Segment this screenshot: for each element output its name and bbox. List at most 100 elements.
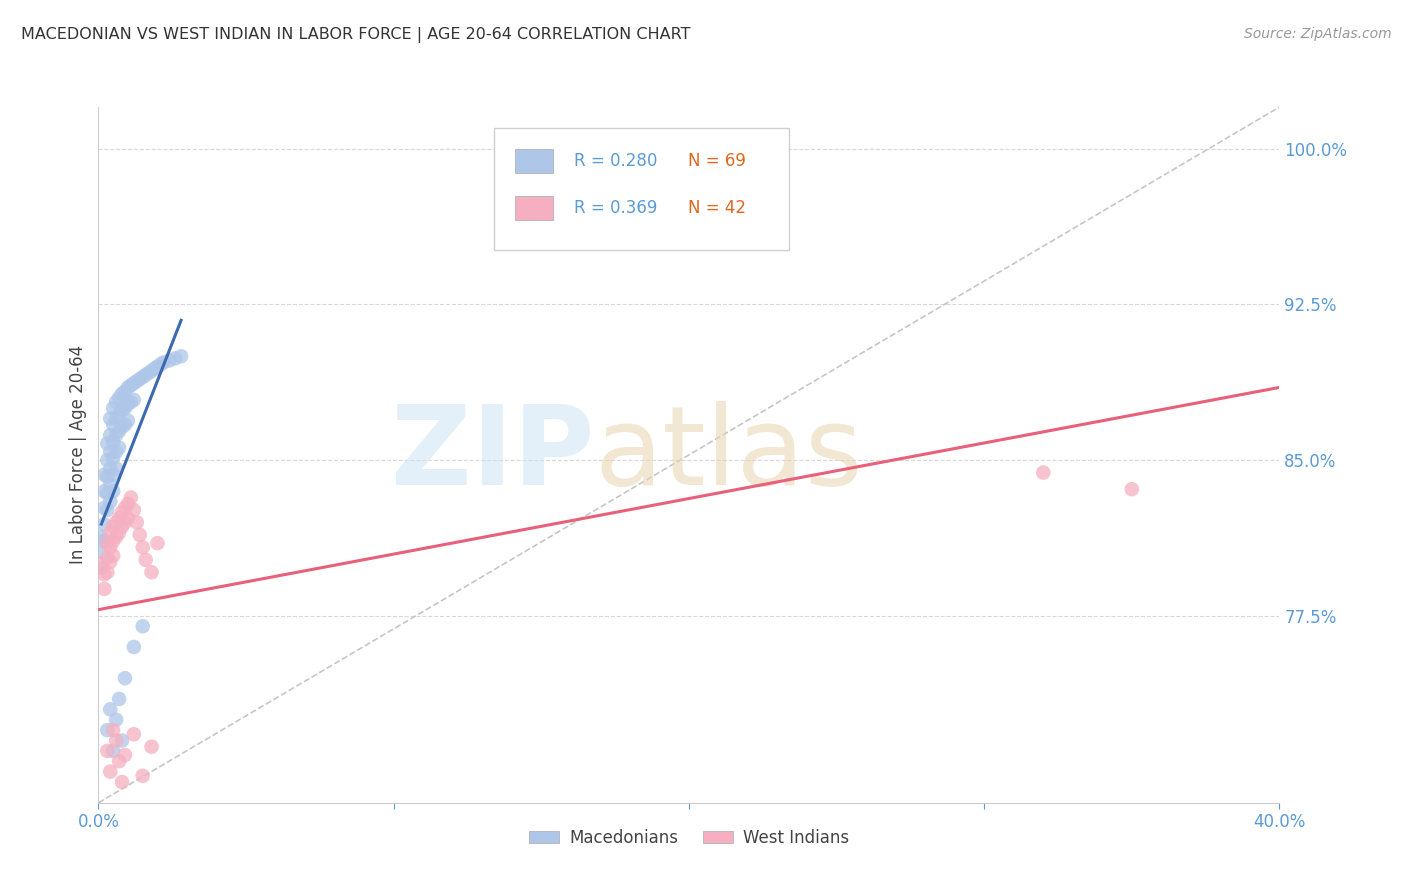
Point (146, 536, 169, 550)
Point (96, 436, 118, 450)
Point (98, 555, 121, 569)
Point (105, 713, 128, 727)
Text: atlas: atlas (595, 401, 863, 508)
Point (141, 364, 163, 378)
Point (103, 549, 125, 563)
Point (103, 467, 125, 482)
Point (103, 484, 125, 499)
Point (111, 519, 134, 533)
Point (93, 500, 115, 515)
Text: N = 42: N = 42 (689, 199, 747, 217)
Point (98, 494, 121, 508)
Point (149, 358, 172, 372)
Point (96, 453, 118, 467)
FancyBboxPatch shape (494, 128, 789, 250)
Point (108, 692, 131, 706)
Point (132, 541, 155, 555)
Point (170, 349, 193, 363)
Point (122, 503, 145, 517)
Point (96, 486, 118, 500)
Point (141, 566, 163, 580)
Point (157, 353, 180, 368)
Point (103, 723, 125, 738)
Point (165, 351, 187, 366)
Point (114, 401, 136, 416)
Point (108, 511, 131, 525)
Point (98, 478, 121, 492)
Point (114, 516, 136, 530)
Text: Source: ZipAtlas.com: Source: ZipAtlas.com (1244, 27, 1392, 41)
Point (138, 366, 160, 380)
Point (117, 397, 139, 411)
Point (96, 536, 118, 550)
Point (93, 484, 115, 499)
Point (103, 401, 125, 416)
Point (128, 372, 150, 386)
Point (120, 491, 142, 505)
Point (111, 403, 134, 417)
Point (117, 511, 139, 525)
Point (105, 411, 128, 425)
Point (93, 517, 115, 532)
Point (98, 764, 121, 779)
Point (105, 733, 128, 747)
Point (143, 361, 166, 376)
Point (103, 519, 125, 533)
Text: ZIP: ZIP (391, 401, 595, 508)
Point (98, 461, 121, 475)
Point (98, 428, 121, 442)
Point (122, 376, 145, 391)
Point (111, 386, 134, 401)
Point (96, 744, 118, 758)
Text: N = 69: N = 69 (689, 153, 747, 170)
Point (90, 561, 112, 575)
FancyBboxPatch shape (516, 195, 553, 220)
Point (108, 408, 131, 422)
Point (132, 619, 155, 633)
Point (103, 744, 125, 758)
Point (105, 428, 128, 442)
Point (105, 445, 128, 459)
Point (120, 378, 142, 392)
Point (96, 503, 118, 517)
Point (117, 497, 139, 511)
Point (108, 441, 131, 455)
Point (114, 747, 136, 762)
FancyBboxPatch shape (516, 149, 553, 173)
Point (103, 450, 125, 465)
Legend: Macedonians, West Indians: Macedonians, West Indians (522, 822, 856, 854)
Point (108, 754, 131, 768)
Point (125, 516, 148, 530)
Point (111, 775, 134, 789)
Point (98, 445, 121, 459)
Point (90, 544, 112, 558)
Point (108, 424, 131, 438)
Point (135, 553, 157, 567)
Point (90, 557, 112, 571)
Point (125, 374, 148, 388)
Point (96, 550, 118, 565)
Point (105, 530, 128, 544)
Point (122, 640, 145, 654)
Point (93, 467, 115, 482)
Point (98, 411, 121, 425)
Point (103, 534, 125, 549)
Point (105, 461, 128, 475)
Point (1121, 482, 1143, 496)
Point (105, 516, 128, 530)
Point (132, 370, 155, 384)
Point (114, 500, 136, 515)
Point (103, 434, 125, 449)
Point (111, 733, 134, 747)
Point (135, 368, 157, 382)
Point (128, 528, 150, 542)
Text: MACEDONIAN VS WEST INDIAN IN LABOR FORCE | AGE 20-64 CORRELATION CHART: MACEDONIAN VS WEST INDIAN IN LABOR FORCE… (21, 27, 690, 43)
Point (96, 566, 118, 580)
Point (98, 525, 121, 540)
Point (152, 355, 174, 369)
Point (98, 541, 121, 555)
Point (108, 391, 131, 405)
Point (93, 534, 115, 549)
Point (90, 530, 112, 544)
Point (132, 769, 155, 783)
